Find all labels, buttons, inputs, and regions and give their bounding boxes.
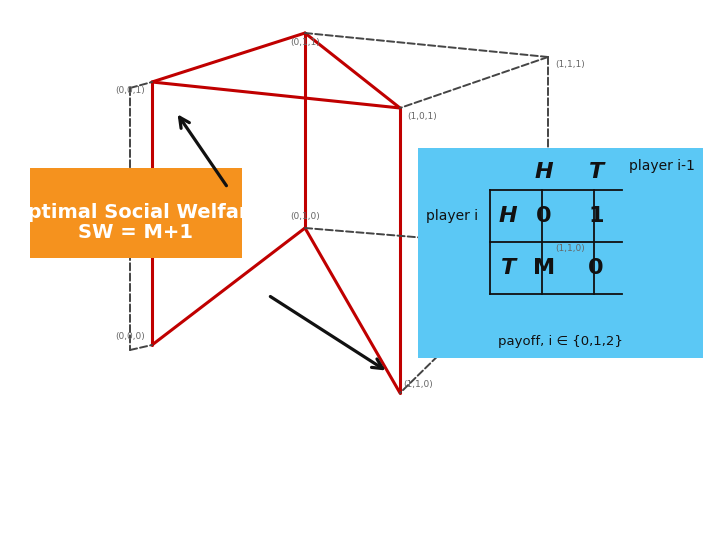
Text: 0: 0 bbox=[588, 258, 604, 278]
Text: H: H bbox=[535, 162, 553, 182]
Text: (0,0,1): (0,0,1) bbox=[115, 85, 145, 94]
Text: (0,1,1): (0,1,1) bbox=[290, 38, 320, 48]
Bar bbox=[30, 168, 242, 258]
Text: M: M bbox=[533, 258, 555, 278]
Text: (1,1,0): (1,1,0) bbox=[403, 381, 433, 389]
Text: 0: 0 bbox=[536, 206, 552, 226]
Text: T: T bbox=[588, 162, 603, 182]
Text: (1,1,1): (1,1,1) bbox=[555, 60, 585, 70]
Text: T: T bbox=[500, 258, 516, 278]
Text: SW = M+1: SW = M+1 bbox=[78, 224, 194, 242]
Text: H: H bbox=[499, 206, 517, 226]
Text: Optimal Social Welfare: Optimal Social Welfare bbox=[11, 204, 261, 222]
Text: player i-1: player i-1 bbox=[629, 159, 695, 173]
Bar bbox=[418, 148, 703, 358]
Text: (1,1,0): (1,1,0) bbox=[555, 244, 585, 253]
Text: (0,1,0): (0,1,0) bbox=[290, 212, 320, 220]
Text: payoff, i ∈ {0,1,2}: payoff, i ∈ {0,1,2} bbox=[498, 335, 623, 348]
Text: player i: player i bbox=[426, 209, 478, 223]
Text: (1,0,1): (1,0,1) bbox=[407, 111, 437, 120]
Text: 1: 1 bbox=[588, 206, 604, 226]
Text: (0,0,0): (0,0,0) bbox=[115, 333, 145, 341]
